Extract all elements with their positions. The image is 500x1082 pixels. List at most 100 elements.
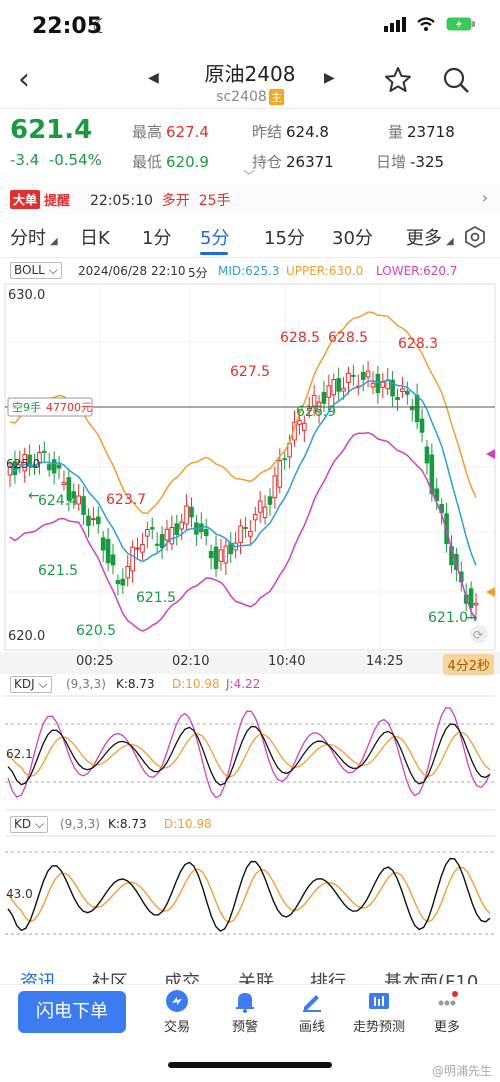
kdj-chart[interactable]: 62.1 <box>0 694 500 812</box>
next-contract-icon[interactable]: ▶ <box>324 70 335 86</box>
tab-1min[interactable]: 1分 <box>142 228 172 249</box>
candle-body <box>252 513 258 521</box>
bottom-toolbar: 闪电下单 交易 预警 画线 走势预测 更多 <box>0 984 500 1044</box>
tab-15min[interactable]: 15分 <box>264 228 305 249</box>
boll-upper: UPPER:630.0 <box>286 264 364 278</box>
watermark: @明浦先生 <box>431 1064 492 1078</box>
info-tab-trades[interactable]: 成交 <box>164 972 200 984</box>
candlestick-chart[interactable]: 空9手 47700元 630.0 620.0 625.0 628.5 628.5… <box>0 282 500 652</box>
kd-d: D:10.98 <box>164 817 212 831</box>
boll-lower-line <box>9 431 477 632</box>
star-icon[interactable] <box>384 66 412 94</box>
info-tab-ranking[interactable]: 排行 <box>310 972 346 984</box>
candle-body <box>380 381 386 388</box>
y-axis-bottom: 620.0 <box>8 629 45 644</box>
flash-order-button[interactable]: 闪电下单 <box>18 991 126 1033</box>
annotation-high-3: 628.3 <box>398 336 438 352</box>
kdj-select[interactable]: KDJ ⌵ <box>10 676 52 693</box>
candle-body <box>81 496 86 515</box>
candle-body <box>419 418 425 433</box>
candle-body <box>395 396 400 401</box>
back-icon[interactable]: ‹ <box>18 62 30 97</box>
candle-body <box>346 372 351 384</box>
settings-icon[interactable] <box>464 226 486 248</box>
bell-icon <box>236 993 254 1013</box>
candle-body <box>375 373 381 394</box>
alert-tag-label: 提醒 <box>44 194 71 209</box>
candle-body <box>370 382 376 388</box>
annotation-low-3: 621.5 <box>38 563 78 579</box>
candle-body <box>468 588 474 608</box>
candle-body <box>203 528 209 536</box>
candle-body <box>341 387 346 392</box>
time-label-1: 00:25 <box>76 654 114 669</box>
trend-forecast-button[interactable]: 走势预测 <box>344 989 414 1035</box>
kdj-d-line <box>7 731 491 778</box>
arrow-right-icon: → <box>466 610 478 626</box>
volume-cell: 量 23718 <box>388 123 455 141</box>
alert-button[interactable]: 预警 <box>210 989 280 1035</box>
expand-icon[interactable]: ﹀ <box>243 169 256 183</box>
chevron-right-icon[interactable]: › <box>481 188 488 207</box>
annotation-low-4: 621.5 <box>136 590 176 606</box>
candle-body <box>267 496 273 505</box>
home-indicator <box>168 1062 332 1068</box>
position-value: 47700元 <box>46 401 92 414</box>
candle-body <box>257 500 263 513</box>
candle-body <box>66 477 72 501</box>
tab-intraday[interactable]: 分时 ◢ <box>10 228 58 249</box>
info-tab-community[interactable]: 社区 <box>92 972 128 984</box>
candle-body <box>400 388 405 392</box>
candle-body <box>414 394 420 423</box>
nav-header: ‹ ◀ 原油2408 sc2408 主 ▶ <box>0 56 500 108</box>
reset-icon[interactable] <box>470 625 488 643</box>
open-interest-cell: 持仓 26371 <box>252 153 334 171</box>
kd-select[interactable]: KD ⌵ <box>10 816 49 833</box>
candle-body <box>164 528 170 541</box>
tab-more[interactable]: 更多 ◢ <box>406 228 454 249</box>
more-button[interactable]: 更多 <box>412 989 482 1035</box>
draw-line-button[interactable]: 画线 <box>277 989 347 1035</box>
status-bar: 22:05 ☾ <box>0 0 500 56</box>
trade-button[interactable]: 交易 <box>142 989 212 1035</box>
candle-body <box>302 422 307 431</box>
prev-contract-icon[interactable]: ◀ <box>148 70 159 86</box>
candle-body <box>130 546 135 572</box>
indicator-select[interactable]: BOLL ⌵ <box>10 262 62 279</box>
daily-inc-cell: 日增 -325 <box>376 153 445 171</box>
tab-30min[interactable]: 30分 <box>332 228 373 249</box>
info-tabs: 资讯 社区 成交 关联 排行 基本面(F10 <box>0 962 500 984</box>
info-tab-fundamentals[interactable]: 基本面(F10 <box>384 972 479 984</box>
candle-body <box>51 459 57 474</box>
tab-5min[interactable]: 5分 <box>200 228 230 249</box>
book-icon <box>369 993 389 1009</box>
search-icon[interactable] <box>442 66 470 94</box>
annotation-low-2: 624.4 <box>38 493 78 509</box>
boll-header: BOLL ⌵ 2024/06/28 22:10 5分 MID:625.3 UPP… <box>0 260 500 282</box>
y-axis-mid: 625.0 <box>6 457 40 471</box>
candle-body <box>100 537 106 551</box>
candle-body <box>159 533 165 549</box>
kd-d-line <box>7 866 491 924</box>
alert-tag: 大单 <box>10 190 41 209</box>
candle-body <box>331 379 337 396</box>
candle-body <box>311 394 317 407</box>
kdj-params: (9,3,3) <box>66 677 106 691</box>
position-box[interactable] <box>7 397 93 417</box>
bar-countdown: 4分2秒 <box>443 654 494 675</box>
big-order-alert[interactable]: 大单 提醒 22:05:10 多开 25手 › <box>0 184 500 214</box>
candle-body <box>61 482 67 486</box>
candle-body <box>238 525 243 543</box>
kd-chart[interactable]: 43.0 <box>0 834 500 954</box>
battery-icon <box>446 17 475 31</box>
candle-body <box>321 391 327 404</box>
candle-body <box>390 379 395 397</box>
kdj-j-line <box>7 707 491 799</box>
quote-panel: 621.4 -3.4 -0.54% 最高 627.4 最低 620.9 昨结 624.… <box>0 108 500 184</box>
info-tab-related[interactable]: 关联 <box>238 972 274 984</box>
annotation-low-6: 621.0 <box>428 610 468 626</box>
tab-daily[interactable]: 日K <box>80 228 110 249</box>
candle-body <box>105 538 111 564</box>
info-tab-news[interactable]: 资讯 <box>20 972 56 984</box>
candle-body <box>76 495 81 505</box>
